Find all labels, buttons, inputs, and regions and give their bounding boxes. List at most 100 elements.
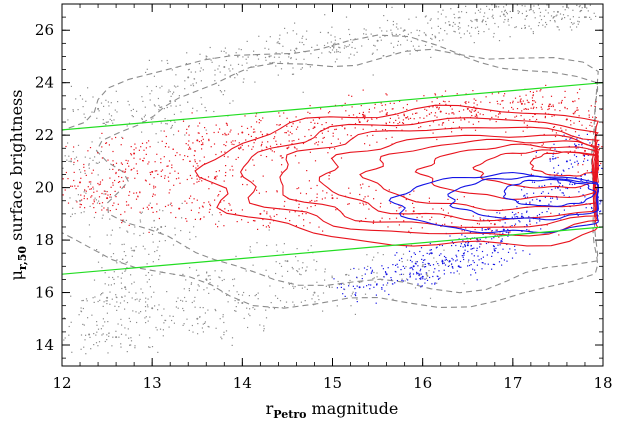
red-point xyxy=(229,131,231,133)
red-point xyxy=(512,100,514,102)
red-point xyxy=(224,175,227,177)
blue-point xyxy=(461,255,463,257)
red-point xyxy=(311,199,313,202)
red-point xyxy=(468,121,470,123)
red-point xyxy=(440,225,442,227)
red-point xyxy=(345,110,347,112)
gray-point xyxy=(543,15,545,17)
gray-point xyxy=(112,276,114,279)
blue-point xyxy=(498,261,501,263)
blue-point xyxy=(451,263,453,265)
gray-point xyxy=(305,63,307,65)
red-point xyxy=(459,116,461,118)
gray-point xyxy=(158,240,161,242)
blue-point xyxy=(566,177,568,179)
blue-point xyxy=(529,253,531,255)
red-point xyxy=(598,149,600,151)
gray-point xyxy=(361,45,363,47)
gray-point xyxy=(265,269,267,271)
blue-point xyxy=(491,268,493,270)
gray-point xyxy=(86,300,88,302)
gray-point xyxy=(580,9,583,12)
gray-point xyxy=(559,13,562,15)
red-point xyxy=(362,128,364,130)
red-point xyxy=(405,117,407,119)
gray-point xyxy=(540,19,543,21)
red-point xyxy=(142,207,144,209)
gray-point xyxy=(126,267,128,269)
red-point xyxy=(327,152,329,154)
gray-point xyxy=(193,226,195,228)
red-point xyxy=(442,122,444,124)
gray-point xyxy=(184,296,186,299)
blue-point xyxy=(390,279,393,281)
gray-point xyxy=(77,194,79,196)
blue-point xyxy=(586,133,588,135)
gray-point xyxy=(223,278,225,281)
gray-point xyxy=(139,298,141,300)
gray-point xyxy=(168,326,170,328)
gray-point xyxy=(293,304,295,306)
red-point xyxy=(67,202,70,204)
red-point xyxy=(395,119,397,121)
blue-point xyxy=(589,203,591,205)
gray-point xyxy=(237,302,239,304)
red-point xyxy=(448,119,450,121)
gray-point xyxy=(92,188,95,190)
blue-point xyxy=(549,158,551,160)
red-point xyxy=(529,202,531,204)
gray-point xyxy=(458,273,460,275)
red-point xyxy=(128,204,130,206)
gray-point xyxy=(170,105,172,107)
gray-point xyxy=(584,16,586,19)
red-point xyxy=(582,164,584,166)
gray-point xyxy=(475,18,478,21)
gray-point xyxy=(81,98,84,100)
gray-point xyxy=(576,26,578,28)
blue-point xyxy=(507,251,510,253)
gray-point xyxy=(406,259,409,261)
red-point xyxy=(198,141,200,143)
red-point xyxy=(262,175,264,177)
red-point xyxy=(105,142,108,144)
green-line-layer xyxy=(62,82,603,275)
gray-point xyxy=(185,300,187,302)
red-point xyxy=(582,154,584,156)
blue-point xyxy=(541,185,543,187)
blue-point xyxy=(398,259,401,261)
blue-point xyxy=(392,283,394,285)
red-point xyxy=(269,145,272,147)
red-point xyxy=(119,181,121,183)
gray-point xyxy=(421,265,424,268)
red-point xyxy=(436,107,438,109)
red-point xyxy=(323,127,325,130)
blue-point xyxy=(444,259,446,261)
gray-point xyxy=(221,291,223,293)
red-point xyxy=(496,100,498,102)
blue-point xyxy=(541,211,543,214)
blue-point xyxy=(428,263,430,265)
red-point xyxy=(308,129,310,131)
red-point xyxy=(460,225,462,227)
gray-point xyxy=(370,33,372,35)
red-point xyxy=(578,115,580,117)
gray-point xyxy=(124,270,126,272)
red-point xyxy=(306,207,308,209)
gray-point xyxy=(365,29,367,31)
red-point xyxy=(475,99,477,101)
red-point xyxy=(364,143,366,145)
red-point xyxy=(499,103,501,105)
red-point xyxy=(219,190,221,192)
blue-point xyxy=(451,241,453,243)
red-point xyxy=(323,136,325,139)
gray-point xyxy=(165,319,167,322)
gray-point xyxy=(212,57,214,59)
gray-point xyxy=(192,107,194,109)
blue-point xyxy=(426,252,428,254)
red-point xyxy=(512,108,514,110)
red-point xyxy=(112,184,114,186)
red-point xyxy=(322,137,324,139)
red-point xyxy=(126,204,128,206)
red-point xyxy=(228,202,230,205)
red-point xyxy=(200,218,202,220)
